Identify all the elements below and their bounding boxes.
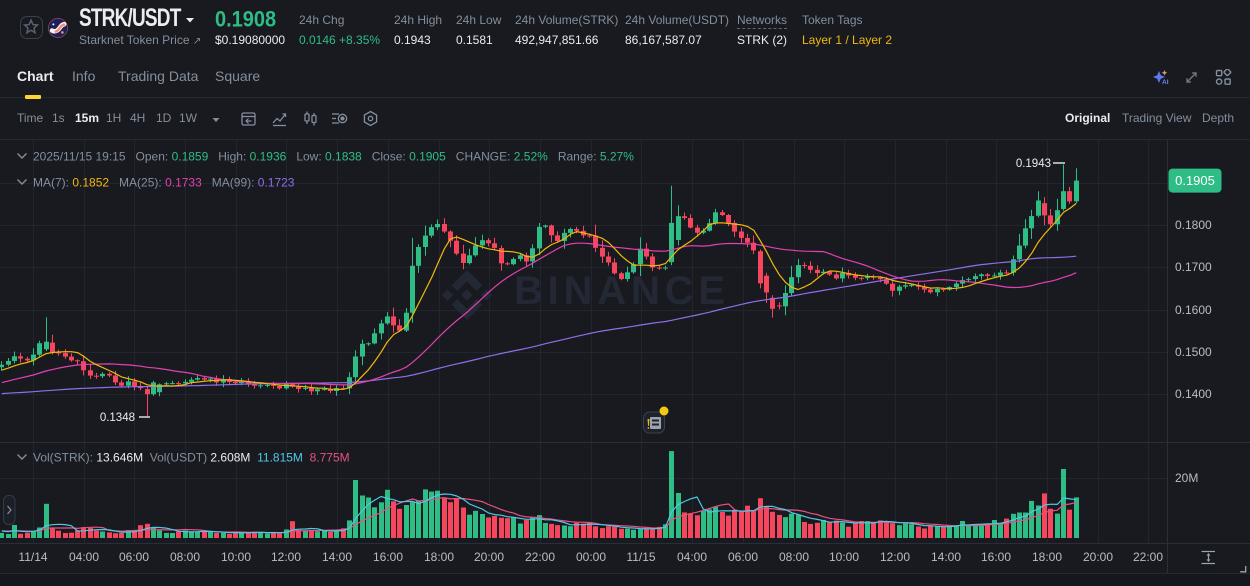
svg-text:06:00: 06:00 [119, 550, 149, 564]
svg-text:14:00: 14:00 [931, 550, 961, 564]
svg-text:10:00: 10:00 [221, 550, 251, 564]
svg-text:16:00: 16:00 [981, 550, 1011, 564]
svg-text:0.1600: 0.1600 [1175, 303, 1212, 317]
svg-text:11/15: 11/15 [626, 550, 655, 564]
svg-text:0.1400: 0.1400 [1175, 387, 1212, 401]
svg-text:12:00: 12:00 [271, 550, 301, 564]
svg-text:08:00: 08:00 [779, 550, 809, 564]
svg-text:2025/11/15 19:15 Open: 0.185: 2025/11/15 19:15 Open: 0.1859 High: 0.19… [33, 150, 634, 164]
svg-text:04:00: 04:00 [677, 550, 707, 564]
svg-text:04:00: 04:00 [69, 550, 99, 564]
svg-text:22:00: 22:00 [525, 550, 555, 564]
svg-text:20:00: 20:00 [1083, 550, 1113, 564]
svg-text:0.1943: 0.1943 [1016, 158, 1051, 170]
svg-text:16:00: 16:00 [373, 550, 403, 564]
svg-text:18:00: 18:00 [1032, 550, 1062, 564]
svg-text:0.1905: 0.1905 [1175, 173, 1215, 188]
svg-text:0.1348: 0.1348 [100, 412, 135, 424]
svg-text:06:00: 06:00 [728, 550, 758, 564]
svg-text:20:00: 20:00 [474, 550, 504, 564]
svg-text:11/14: 11/14 [18, 550, 47, 564]
svg-text:00:00: 00:00 [576, 550, 606, 564]
svg-text:20M: 20M [1175, 471, 1198, 485]
svg-text:14:00: 14:00 [322, 550, 352, 564]
svg-text:22:00: 22:00 [1133, 550, 1163, 564]
svg-text:10:00: 10:00 [829, 550, 859, 564]
svg-text:Vol(STRK): 13.646M Vol(USDT): Vol(STRK): 13.646M Vol(USDT) 2.608M 11.8… [33, 451, 350, 465]
svg-text:0.1500: 0.1500 [1175, 345, 1212, 359]
svg-text:08:00: 08:00 [170, 550, 200, 564]
svg-text:0.1700: 0.1700 [1175, 260, 1212, 274]
svg-text:12:00: 12:00 [880, 550, 910, 564]
svg-text:0.1800: 0.1800 [1175, 218, 1212, 232]
svg-text:MA(7): 0.1852 MA(25): 0.1733: MA(7): 0.1852 MA(25): 0.1733 MA(99): 0.1… [33, 176, 295, 190]
svg-text:18:00: 18:00 [424, 550, 454, 564]
svg-text:AI: AI [1162, 79, 1169, 86]
